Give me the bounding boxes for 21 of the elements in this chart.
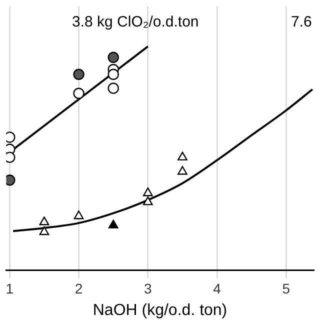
- point: [74, 210, 84, 220]
- x-tick-label: 3: [144, 280, 152, 296]
- point: [39, 226, 50, 236]
- x-tick-label: 1: [6, 280, 14, 296]
- point: [142, 187, 153, 196]
- x-tick-label: 5: [282, 280, 290, 296]
- point: [108, 220, 118, 228]
- x-axis-title: NaOH (kg/o.d. ton): [92, 302, 228, 319]
- point: [108, 52, 119, 63]
- point: [73, 88, 84, 99]
- point: [39, 216, 50, 226]
- point: [178, 152, 188, 160]
- x-tick-label: 4: [213, 280, 222, 296]
- point: [142, 196, 153, 206]
- text: 3.8 kg ClO₂/o.d.ton: [72, 13, 199, 30]
- point: [108, 82, 119, 94]
- x-tick-label: 2: [74, 280, 83, 296]
- text: 7.6: [290, 13, 312, 30]
- point: [178, 166, 188, 175]
- point: [108, 68, 119, 80]
- point: [73, 68, 84, 80]
